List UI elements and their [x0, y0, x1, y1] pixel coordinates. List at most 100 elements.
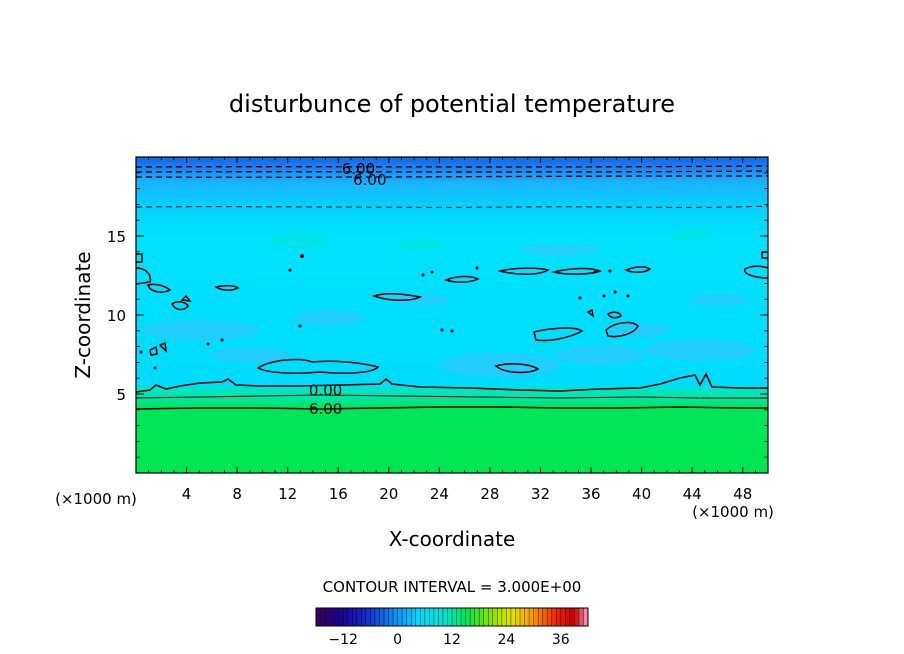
field-patches-green: [270, 229, 710, 251]
contour-label: 6.00: [353, 171, 386, 189]
colorbar-cell: [429, 608, 435, 626]
colorbar-cell: [442, 608, 448, 626]
colorbar-cell: [529, 608, 534, 626]
colorbar: [315, 607, 589, 627]
colorbar-cell: [574, 608, 580, 626]
colorbar-cell: [501, 608, 507, 626]
colorbar-cell: [556, 608, 562, 626]
colorbar-cell: [474, 608, 480, 626]
colorbar-cell: [547, 608, 553, 626]
field-patches: [140, 244, 755, 377]
colorbar-cell: [393, 608, 398, 626]
colorbar-cell: [506, 608, 512, 626]
colorbar-cell: [316, 608, 321, 626]
colorbar-tick-label: 24: [497, 632, 515, 648]
colorbar-cell: [415, 608, 421, 626]
y-axis-label: Z-coordinate: [71, 251, 95, 378]
colorbar-cell: [379, 608, 385, 626]
x-tick-label: 44: [683, 485, 702, 503]
y-tick-label: 15: [107, 228, 126, 246]
x-tick-label: 8: [232, 485, 242, 503]
x-tick-label: 24: [430, 485, 449, 503]
colorbar-cell: [479, 608, 485, 626]
x-tick-label: 4: [182, 485, 192, 503]
contour-islands: [136, 251, 768, 374]
x-tick-label: 28: [480, 485, 499, 503]
colorbar-cell: [411, 608, 417, 626]
y-tick-label: 5: [116, 386, 126, 404]
colorbar-cell: [325, 608, 330, 626]
colorbar-cell: [542, 608, 548, 626]
x-tick-label: 20: [379, 485, 398, 503]
colorbar-cell: [560, 608, 566, 626]
negative-contours: [136, 165, 768, 208]
colorbar-cell: [320, 608, 326, 626]
colorbar-cell: [515, 608, 521, 626]
colorbar-cell: [374, 608, 380, 626]
colorbar-cell: [583, 608, 589, 626]
x-tick-label: 48: [733, 485, 752, 503]
colorbar-cell: [497, 608, 503, 626]
colorbar-cell: [402, 608, 407, 626]
colorbar-cell: [456, 608, 462, 626]
colorbar-cell: [578, 608, 584, 626]
colorbar-cell: [433, 608, 439, 626]
six-contour-lower: [136, 406, 768, 410]
x-axis-label: X-coordinate: [389, 527, 516, 551]
x-unit-left: (×1000 m): [55, 490, 137, 508]
colorbar-cell: [438, 608, 444, 626]
colorbar-cell: [334, 608, 339, 626]
colorbar-cell: [488, 608, 494, 626]
colorbar-cell: [551, 608, 557, 626]
y-tick-label: 10: [107, 307, 126, 325]
colorbar-cell: [447, 608, 453, 626]
colorbar-cell: [461, 608, 466, 626]
colorbar-cell: [524, 608, 530, 626]
colorbar-cell: [388, 608, 394, 626]
colorbar-tick-label: 0: [393, 632, 402, 648]
contour-label: 6.00: [342, 160, 375, 178]
contour-labels: 6.006.000.006.00: [309, 160, 387, 418]
colorbar-cell: [356, 608, 362, 626]
x-tick-label: 36: [581, 485, 600, 503]
colorbar-cell: [465, 608, 471, 626]
colorbar-cell: [565, 608, 571, 626]
chart-title: disturbunce of potential temperature: [229, 90, 675, 118]
x-unit-right: (×1000 m): [692, 503, 774, 521]
contour-label: 6.00: [309, 400, 342, 418]
colorbar-cell: [520, 608, 525, 626]
colorbar-cell: [569, 608, 575, 626]
colorbar-cell: [329, 608, 335, 626]
colorbar-cell: [483, 608, 489, 626]
zero-contour: [136, 372, 768, 399]
colorbar-cell: [452, 608, 457, 626]
colorbar-frame: [315, 607, 589, 627]
contour-field: 6.006.000.006.00: [136, 157, 768, 473]
colorbar-cell: [370, 608, 376, 626]
colorbar-cell: [510, 608, 516, 626]
colorbar-cell: [343, 608, 349, 626]
colorbar-cell: [424, 608, 430, 626]
field-background: [136, 157, 768, 473]
colorbar-cell: [361, 608, 367, 626]
colorbar-cell: [384, 608, 389, 626]
x-tick-label: 40: [632, 485, 651, 503]
x-tick-label: 12: [278, 485, 297, 503]
colorbar-cell: [492, 608, 498, 626]
colorbar-cell: [538, 608, 543, 626]
colorbar-cell: [470, 608, 475, 626]
colorbar-cell: [338, 608, 344, 626]
colorbar-cell: [365, 608, 371, 626]
contour-label: 0.00: [309, 381, 342, 399]
colorbar-ticks: −12 0 12 24 36: [328, 632, 569, 648]
contour-interval-label: CONTOUR INTERVAL = 3.000E+00: [323, 578, 582, 596]
colorbar-tick-label: 36: [552, 632, 570, 648]
colorbar-cell: [533, 608, 539, 626]
x-axis-ticks: 4 8 12 16 20 24 28 32 36 40 44 48: [148, 157, 756, 503]
colorbar-cell: [347, 608, 353, 626]
contour-dots: [139, 254, 630, 370]
x-tick-label: 16: [329, 485, 348, 503]
x-tick-label: 32: [531, 485, 550, 503]
colorbar-cell: [420, 608, 426, 626]
